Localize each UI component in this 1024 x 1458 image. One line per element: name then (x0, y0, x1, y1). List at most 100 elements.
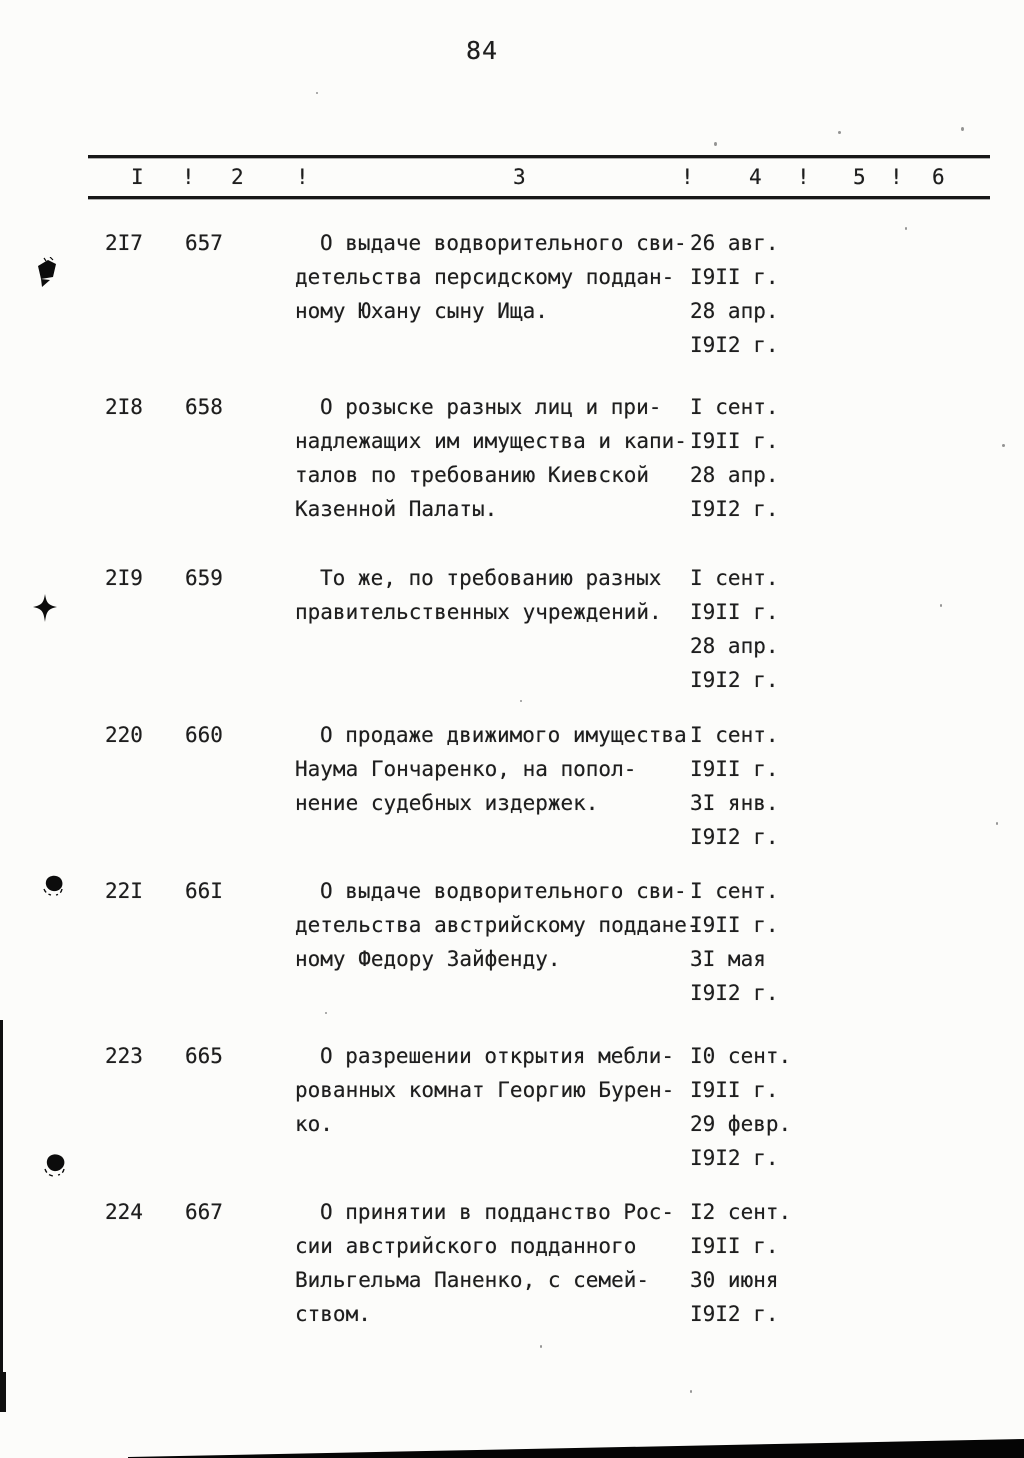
entry-dates: I сент. I9II г. 28 апр. I9I2 г. (690, 561, 779, 697)
date-line: 29 февр. (690, 1112, 792, 1136)
scan-speck (940, 604, 942, 607)
ink-blot (33, 594, 57, 622)
column-separator: ! (296, 165, 309, 189)
entry-description: О выдаче водворительного сви- детельства… (295, 226, 710, 328)
description-line: О разрешении открытия мебли- (320, 1044, 675, 1068)
date-line: I9I2 г. (690, 1302, 779, 1326)
date-line: I сент. (690, 395, 779, 419)
column-separator: ! (797, 165, 810, 189)
date-line: I0 сент. (690, 1044, 792, 1068)
entry-description: О разрешении открытия мебли- рованных ко… (295, 1039, 710, 1141)
file-number: 66I (185, 879, 223, 903)
column-separator: ! (182, 165, 195, 189)
file-number: 665 (185, 1044, 223, 1068)
file-number: 659 (185, 566, 223, 590)
entry-description: О принятии в подданство Рос- сии австрий… (295, 1195, 710, 1331)
description-line: То же, по требованию разных (320, 566, 662, 590)
date-line: I9II г. (690, 1078, 779, 1102)
date-line: I9I2 г. (690, 825, 779, 849)
entry-number: 2I7 (105, 231, 143, 255)
description-line: О принятии в подданство Рос- (320, 1200, 675, 1224)
scan-speck (540, 1345, 542, 1348)
ink-blot (44, 1154, 65, 1177)
description-line: О розыске разных лиц и при- (320, 395, 662, 419)
date-line: 28 апр. (690, 463, 779, 487)
scan-speck (1002, 444, 1005, 447)
description-line: ством. (295, 1302, 371, 1326)
scan-speck (325, 1012, 327, 1014)
description-line: детельства австрийскому поддане- (295, 913, 700, 937)
date-line: I9I2 г. (690, 668, 779, 692)
scan-speck (714, 142, 717, 146)
date-line: I9II г. (690, 757, 779, 781)
date-line: 3I мая (690, 947, 766, 971)
page-number: 84 (466, 36, 499, 65)
column-separator: ! (681, 165, 694, 189)
description-line: рованных комнат Георгию Бурен- (295, 1078, 675, 1102)
scan-speck (316, 92, 318, 94)
column-header-1: I (131, 165, 144, 189)
date-line: 3I янв. (690, 791, 779, 815)
entry-number: 2I9 (105, 566, 143, 590)
entry-number: 224 (105, 1200, 143, 1224)
scan-speck (905, 227, 907, 230)
description-line: талов по требованию Киевской (295, 463, 650, 487)
scan-speck (961, 127, 964, 131)
entry-dates: I сент. I9II г. 3I янв. I9I2 г. (690, 718, 779, 854)
entry-description: О розыске разных лиц и при- надлежащих и… (295, 390, 710, 526)
description-line: сии австрийского подданного (295, 1234, 637, 1258)
ink-blot (43, 875, 63, 896)
date-line: I9I2 г. (690, 1146, 779, 1170)
date-line: 30 июня (690, 1268, 779, 1292)
description-line: правительственных учреждений. (295, 600, 662, 624)
entry-number: 220 (105, 723, 143, 747)
entry-description: То же, по требованию разных правительств… (295, 561, 710, 629)
column-separator: ! (890, 165, 903, 189)
description-line: О продаже движимого имущества (320, 723, 687, 747)
entry-number: 22I (105, 879, 143, 903)
date-line: I9II г. (690, 600, 779, 624)
date-line: I2 сент. (690, 1200, 792, 1224)
date-line: I9II г. (690, 913, 779, 937)
file-number: 657 (185, 231, 223, 255)
description-line: О выдаче водворительного сви- (320, 879, 687, 903)
date-line: I9I2 г. (690, 333, 779, 357)
scan-speck (996, 822, 998, 825)
description-line: Наума Гончаренко, на попол- (295, 757, 637, 781)
description-line: ко. (295, 1112, 333, 1136)
scan-speck (838, 131, 841, 134)
column-header-3: 3 (513, 165, 526, 189)
page-bottom-shadow (128, 1439, 1024, 1458)
column-header-4: 4 (749, 165, 762, 189)
file-number: 658 (185, 395, 223, 419)
description-line: нение судебных издержек. (295, 791, 599, 815)
description-line: ному Юхану сыну Ища. (295, 299, 548, 323)
column-header-5: 5 (853, 165, 866, 189)
entry-dates: I сент. I9II г. 28 апр. I9I2 г. (690, 390, 779, 526)
file-number: 667 (185, 1200, 223, 1224)
entry-description: О выдаче водворительного сви- детельства… (295, 874, 710, 976)
date-line: 28 апр. (690, 299, 779, 323)
scan-speck (520, 700, 522, 702)
date-line: I9II г. (690, 429, 779, 453)
entry-dates: 26 авг. I9II г. 28 апр. I9I2 г. (690, 226, 779, 362)
entry-dates: I сент. I9II г. 3I мая I9I2 г. (690, 874, 779, 1010)
file-number: 660 (185, 723, 223, 747)
entry-number: 223 (105, 1044, 143, 1068)
description-line: О выдаче водворительного сви- (320, 231, 687, 255)
date-line: I сент. (690, 566, 779, 590)
date-line: 26 авг. (690, 231, 779, 255)
column-header-2: 2 (231, 165, 244, 189)
date-line: I9II г. (690, 265, 779, 289)
description-line: надлежащих им имущества и капи- (295, 429, 687, 453)
entry-number: 2I8 (105, 395, 143, 419)
scan-speck (690, 1390, 692, 1393)
entry-dates: I2 сент. I9II г. 30 июня I9I2 г. (690, 1195, 791, 1331)
date-line: I сент. (690, 723, 779, 747)
description-line: Вильгельма Паненко, с семей- (295, 1268, 650, 1292)
date-line: I9II г. (690, 1234, 779, 1258)
description-line: детельства персидскому поддан- (295, 265, 675, 289)
date-line: I сент. (690, 879, 779, 903)
description-line: ному Федору Зайфенду. (295, 947, 561, 971)
